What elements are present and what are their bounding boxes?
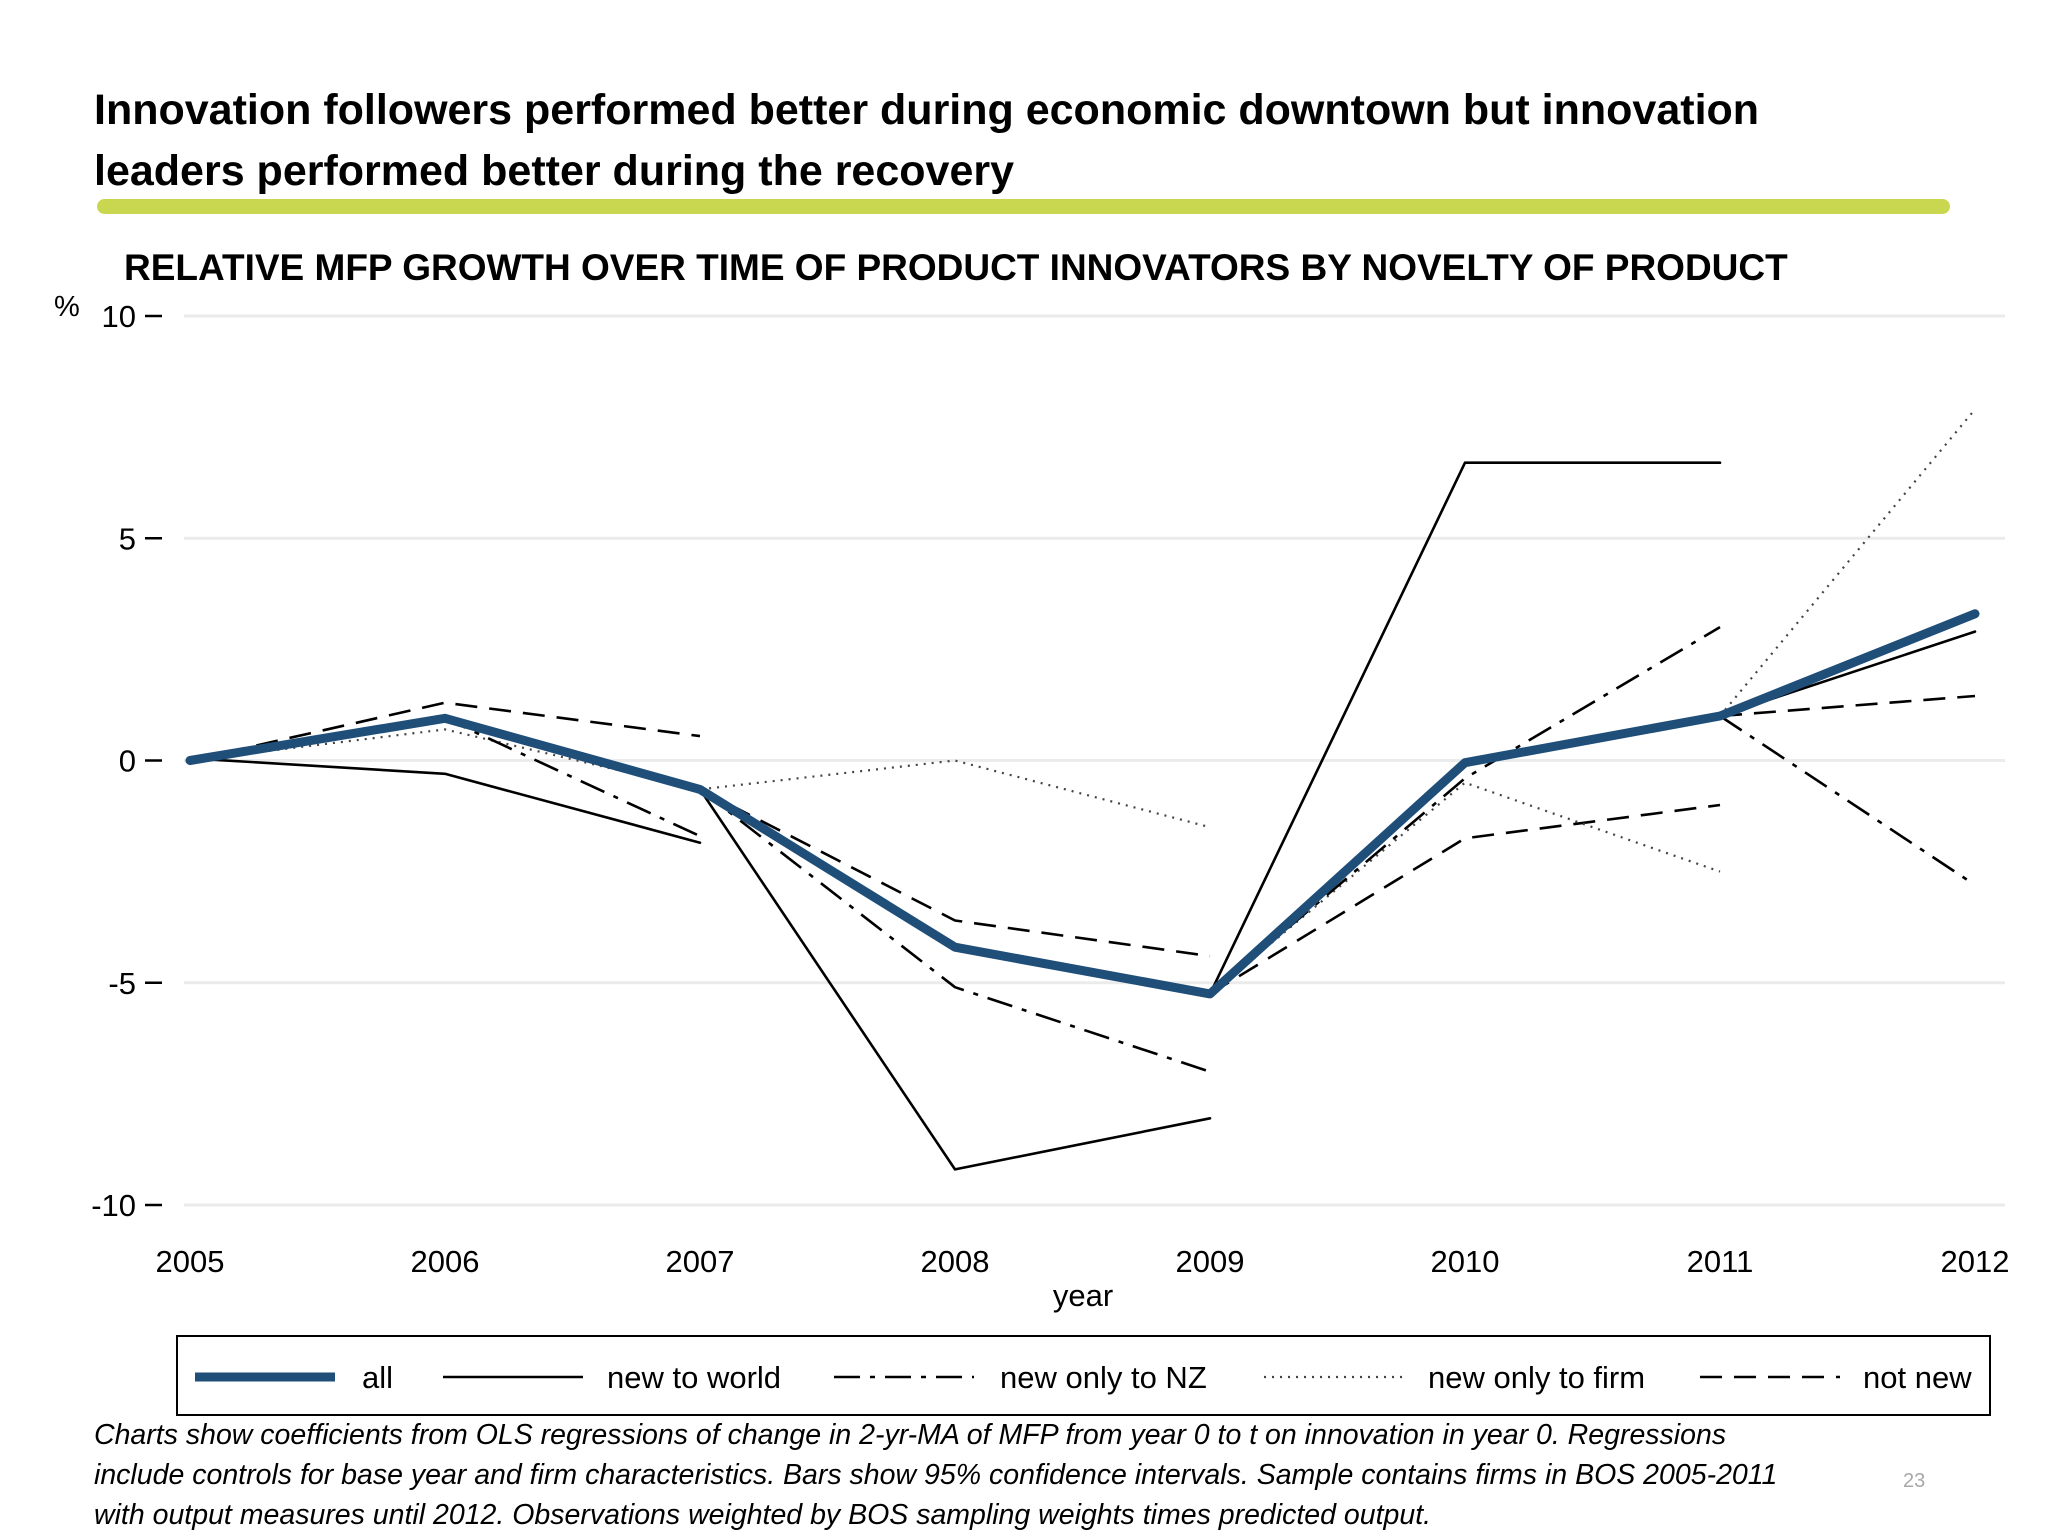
y-tick-label: -10 <box>91 1188 136 1223</box>
x-tick-label: 2006 <box>411 1244 480 1279</box>
y-tick-label: -5 <box>108 966 136 1001</box>
legend-label-new-only-to-firm: new only to firm <box>1428 1360 1645 1395</box>
page-number: 23 <box>1903 1470 1926 1492</box>
mfp-line-chart: RELATIVE MFP GROWTH OVER TIME OF PRODUCT… <box>54 247 2010 1416</box>
grid-lines <box>184 314 2005 1207</box>
y-axis-unit-label: % <box>54 291 80 323</box>
y-tick-label: 10 <box>102 299 136 334</box>
slide-title-line-1: Innovation followers performed better du… <box>94 86 1760 134</box>
x-axis-tick-labels: 2005 2006 2007 2008 2009 2010 2011 2012 <box>156 1244 2010 1279</box>
series-line-new-to-world <box>1208 461 1722 996</box>
chart-title: RELATIVE MFP GROWTH OVER TIME OF PRODUCT… <box>124 247 1788 288</box>
y-tick-label: 5 <box>119 521 136 556</box>
x-tick-label: 2005 <box>156 1244 225 1279</box>
series-line-new-to-world <box>188 756 702 845</box>
legend-label-not-new: not new <box>1863 1360 1972 1395</box>
footnote-line-2: include controls for base year and firm … <box>94 1459 1778 1491</box>
slide-title: Innovation followers performed better du… <box>94 80 1994 202</box>
footnote-line-1: Charts show coefficients from OLS regres… <box>94 1419 1727 1451</box>
legend-label-new-to-world: new to world <box>607 1360 781 1395</box>
x-tick-label: 2011 <box>1687 1244 1754 1279</box>
footnote-line-3: with output measures until 2012. Observa… <box>94 1499 1432 1531</box>
y-tick-label: 0 <box>119 744 136 779</box>
series-line-new-only-to-nz <box>189 716 701 838</box>
footnote: Charts show coefficients from OLS regres… <box>94 1415 1974 1535</box>
legend: all new to world new only to NZ new only to… <box>176 1335 1991 1416</box>
slide-title-line-2: leaders performed better during the reco… <box>94 147 1015 195</box>
series-line-new-only-to-firm <box>189 728 1211 829</box>
x-axis-label: year <box>1053 1278 1113 1313</box>
title-underline-bar <box>97 199 1950 214</box>
x-tick-label: 2008 <box>921 1244 990 1279</box>
series-line-not-new <box>1719 694 1976 718</box>
series-line-new-only-to-firm <box>1719 408 1976 717</box>
series-line-new-to-world <box>698 788 1212 1171</box>
series-line-not-new <box>189 701 701 762</box>
x-tick-label: 2007 <box>666 1244 735 1279</box>
y-axis: -10 -5 0 5 10 <box>91 299 162 1223</box>
legend-label-all: all <box>362 1360 393 1395</box>
x-tick-label: 2012 <box>1941 1244 2010 1279</box>
legend-label-new-only-to-nz: new only to NZ <box>1000 1360 1207 1395</box>
series-line-all <box>185 609 1980 999</box>
x-tick-label: 2009 <box>1176 1244 1245 1279</box>
series-line-not-new <box>699 788 1211 958</box>
series-line-new-only-to-nz <box>1209 625 1721 995</box>
series-line-new-only-to-nz <box>1719 714 1976 887</box>
series-lines <box>185 408 1980 1171</box>
legend-box <box>176 1335 1991 1416</box>
series-line-new-only-to-nz <box>699 788 1211 1073</box>
x-tick-label: 2010 <box>1431 1244 1500 1279</box>
